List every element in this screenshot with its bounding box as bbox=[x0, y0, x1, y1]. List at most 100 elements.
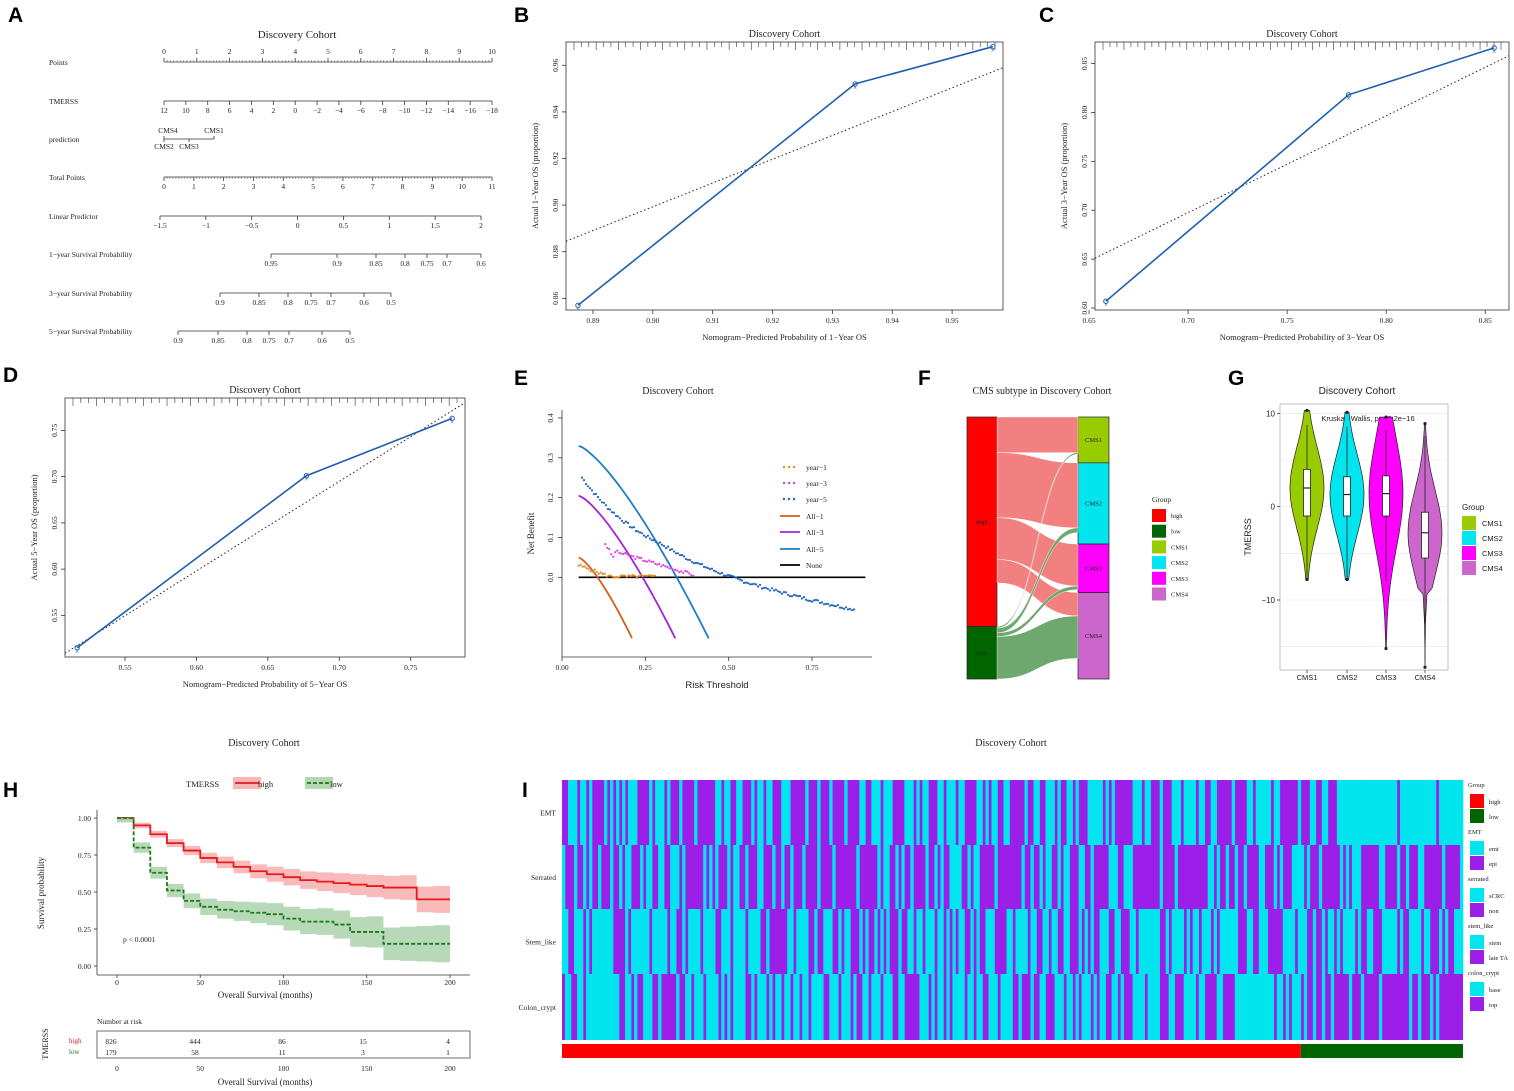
year-5-point bbox=[810, 600, 814, 603]
y-tick-label: 0.70 bbox=[50, 470, 59, 483]
heatmap-cell bbox=[1081, 974, 1085, 1040]
heatmap-cell bbox=[1447, 780, 1452, 845]
year-1-point bbox=[647, 574, 650, 577]
tick-label: 4 bbox=[250, 106, 254, 115]
heatmap-cell bbox=[940, 845, 944, 909]
year-5-point bbox=[664, 547, 668, 550]
heatmap-cell bbox=[1102, 974, 1106, 1040]
stratum-label: CMS2 bbox=[1085, 500, 1102, 507]
heatmap-cell bbox=[940, 909, 944, 974]
heatmap-cell bbox=[1186, 780, 1190, 845]
heatmap-cell bbox=[610, 780, 614, 845]
year-5-point bbox=[714, 570, 718, 573]
heatmap-cell bbox=[661, 909, 665, 974]
heatmap-cell bbox=[580, 974, 584, 1040]
tick-label: 0.6 bbox=[317, 336, 327, 345]
x-tick-label: CMS3 bbox=[1376, 673, 1397, 682]
year-1-point bbox=[613, 576, 616, 579]
x-axis-label: Nomogram−Predicted Probability of 3−Year… bbox=[1220, 332, 1385, 342]
heatmap-cell bbox=[973, 845, 977, 909]
legend-swatch bbox=[1152, 571, 1166, 585]
heatmap-cell bbox=[823, 909, 827, 974]
year-5-point bbox=[766, 587, 770, 591]
y-tick-label: 0.86 bbox=[551, 292, 560, 305]
heatmap-cell bbox=[1460, 780, 1464, 845]
year-5-point bbox=[732, 575, 736, 578]
heatmap-cell bbox=[856, 845, 860, 909]
heatmap-cell bbox=[922, 780, 926, 845]
year-1-point bbox=[589, 570, 592, 573]
heatmap-cell bbox=[883, 780, 887, 845]
heatmap-cell bbox=[733, 845, 737, 909]
year-5-point bbox=[738, 578, 742, 581]
legend-swatch bbox=[1152, 540, 1166, 554]
heatmap-cell bbox=[1306, 845, 1311, 909]
year-5-point bbox=[730, 574, 734, 577]
heatmap-cell bbox=[817, 974, 821, 1040]
year-5-point bbox=[796, 595, 800, 598]
heatmap-cell bbox=[886, 909, 890, 974]
year-3-point bbox=[650, 560, 653, 563]
heatmap-cell bbox=[577, 974, 581, 1040]
heatmap-cell bbox=[703, 909, 707, 974]
heatmap-cell bbox=[736, 974, 740, 1040]
heatmap-cell bbox=[589, 780, 593, 845]
heatmap-cell bbox=[784, 974, 788, 1040]
x-tick-label: 0.70 bbox=[333, 663, 346, 672]
heatmap-cell bbox=[910, 780, 914, 845]
heatmap-cell bbox=[1399, 780, 1404, 845]
year-5-point bbox=[798, 594, 802, 598]
year-5-point bbox=[754, 583, 758, 586]
heatmap-cell bbox=[1336, 780, 1341, 845]
year-5-point bbox=[592, 493, 596, 496]
year-3-point bbox=[616, 549, 619, 552]
heatmap-cell bbox=[1159, 780, 1163, 845]
legend-label: non bbox=[1489, 908, 1500, 915]
x-tick-label: CMS1 bbox=[1297, 673, 1318, 682]
panel-d-calibration-5y: Discovery Cohort 0.55 0.60 0.65 0.70 0.75 0.55… bbox=[29, 385, 466, 689]
heatmap-cell bbox=[1144, 780, 1148, 845]
legend-dot bbox=[787, 481, 791, 485]
year-3-point bbox=[646, 560, 649, 563]
legend-label: year−1 bbox=[806, 463, 827, 472]
year-5-point bbox=[748, 583, 752, 586]
panel-letter-b: B bbox=[514, 4, 529, 27]
heatmap-cell bbox=[580, 909, 584, 974]
chart-title: Discovery Cohort bbox=[258, 29, 337, 41]
risk-count: 3 bbox=[361, 1048, 365, 1057]
heatmap-cell bbox=[904, 780, 908, 845]
panel-letter-f: F bbox=[918, 367, 931, 390]
tick-label: −2 bbox=[313, 106, 321, 115]
year-5-point bbox=[744, 581, 748, 584]
heatmap-cell bbox=[910, 845, 914, 909]
heatmap-cell bbox=[742, 909, 746, 974]
heatmap-cell bbox=[1348, 974, 1353, 1040]
year-5-point bbox=[706, 567, 710, 570]
heatmap-cell bbox=[946, 974, 950, 1040]
y-tick-label: 0.55 bbox=[50, 609, 59, 622]
heatmap-cell bbox=[1132, 780, 1136, 845]
y-tick-label: 0.70 bbox=[1080, 203, 1089, 216]
panel-g-violin: Discovery Cohort Kruskal−Wallis, p < 2.2e… bbox=[1243, 386, 1503, 682]
heatmap-cell bbox=[673, 909, 677, 974]
heatmap-cell bbox=[1438, 909, 1443, 974]
heatmap-cell bbox=[1276, 974, 1281, 1040]
heatmap-cell bbox=[1042, 909, 1046, 974]
outlier-point bbox=[1345, 410, 1349, 414]
heatmap-cell bbox=[616, 780, 620, 845]
row-label: EMT bbox=[540, 809, 556, 818]
heatmap-cell bbox=[1033, 780, 1037, 845]
heatmap-cell bbox=[877, 780, 881, 845]
y-tick-label: 0.60 bbox=[50, 562, 59, 575]
heatmap-cell bbox=[610, 909, 614, 974]
heatmap-cell bbox=[814, 909, 818, 974]
heatmap-cell bbox=[961, 780, 965, 845]
all-3-curve bbox=[578, 494, 677, 639]
calibration-cross: × bbox=[1347, 95, 1351, 103]
heatmap-cell bbox=[661, 845, 665, 909]
heatmap-cell bbox=[604, 974, 608, 1040]
y-tick-label: 0.80 bbox=[1080, 106, 1089, 119]
heatmap-cell bbox=[1147, 780, 1151, 845]
heatmap-cell bbox=[1192, 909, 1196, 974]
heatmap-cell bbox=[1156, 974, 1160, 1040]
